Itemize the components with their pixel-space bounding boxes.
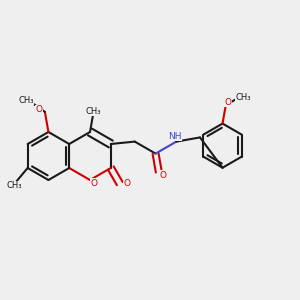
Text: O: O — [225, 98, 232, 106]
Text: CH₃: CH₃ — [19, 96, 34, 105]
Text: NH: NH — [168, 132, 182, 141]
Text: O: O — [35, 105, 42, 114]
Text: CH₃: CH₃ — [85, 107, 101, 116]
Text: O: O — [124, 179, 131, 188]
Text: O: O — [90, 178, 97, 188]
Text: CH₃: CH₃ — [7, 182, 22, 190]
Text: O: O — [160, 170, 167, 179]
Text: CH₃: CH₃ — [235, 93, 250, 102]
